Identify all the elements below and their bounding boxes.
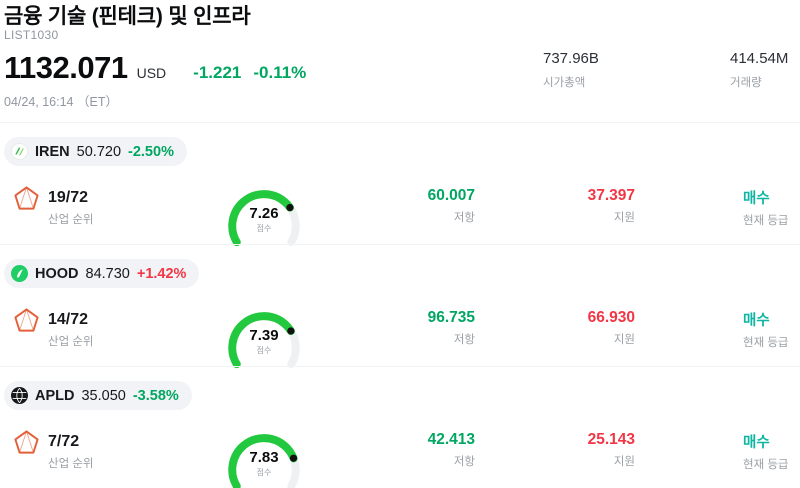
- support-column: 37.397 지원: [500, 187, 635, 225]
- industry-rank: 19/72 산업 순위: [48, 189, 94, 227]
- support-value: 66.930: [587, 309, 635, 326]
- stock-pill-apld[interactable]: APLD 35.050 -3.58%: [4, 381, 192, 410]
- stock-section-apld: APLD 35.050 -3.58% 7/72 산업 순위 7.83 점수: [0, 366, 800, 488]
- stock-row: 7/72 산업 순위 7.83 점수 42.413 저항 25.143: [0, 423, 800, 488]
- industry-rank-icon: [13, 429, 40, 456]
- volume-stat: 414.54M 거래량: [730, 50, 788, 90]
- stock-change: -2.50%: [128, 143, 174, 160]
- support-value: 37.397: [587, 187, 635, 204]
- resistance-label: 저항: [453, 456, 475, 468]
- score-label: 점수: [256, 468, 272, 477]
- score-gauge: 7.39 점수: [223, 303, 305, 371]
- stock-change: +1.42%: [136, 265, 187, 282]
- rank-label: 산업 순위: [48, 214, 94, 226]
- index-change: -1.221 -0.11%: [193, 63, 306, 83]
- rating-value: 매수: [743, 435, 770, 451]
- stock-section-iren: IREN 50.720 -2.50% 19/72 산업 순위 7.26 점수: [0, 122, 800, 247]
- market-cap-label: 시가총액: [543, 77, 586, 89]
- list-id: LIST1030: [4, 28, 59, 42]
- score-label: 점수: [256, 346, 272, 355]
- stock-row: 14/72 산업 순위 7.39 점수 96.735 저항 66.930: [0, 301, 800, 379]
- rating-column: 매수 현재 등급: [743, 187, 789, 228]
- resistance-value: 42.413: [427, 431, 475, 448]
- rating-label: 현재 등급: [743, 215, 789, 227]
- resistance-column: 60.007 저항: [340, 187, 475, 225]
- stock-price: 84.730: [85, 265, 130, 282]
- stock-change: -3.58%: [132, 387, 179, 404]
- support-column: 25.143 지원: [500, 431, 635, 469]
- resistance-label: 저항: [453, 212, 475, 224]
- hood-logo-icon: [11, 265, 28, 282]
- resistance-value: 60.007: [427, 187, 475, 204]
- rank-value: 7/72: [48, 433, 80, 450]
- volume-label: 거래량: [730, 77, 762, 89]
- score-label: 점수: [256, 224, 272, 233]
- stock-row: 19/72 산업 순위 7.26 점수 60.007 저항 37.397: [0, 179, 800, 257]
- index-price: 1132.071: [4, 50, 128, 85]
- support-value: 25.143: [587, 431, 635, 448]
- market-cap-stat: 737.96B 시가총액: [543, 50, 599, 90]
- market-cap-value: 737.96B: [543, 50, 599, 67]
- resistance-value: 96.735: [427, 309, 475, 326]
- rank-label: 산업 순위: [48, 458, 94, 470]
- support-label: 지원: [613, 212, 635, 224]
- resistance-column: 96.735 저항: [340, 309, 475, 347]
- rating-column: 매수 현재 등급: [743, 309, 789, 350]
- stock-pill-iren[interactable]: IREN 50.720 -2.50%: [4, 137, 187, 166]
- support-label: 지원: [613, 456, 635, 468]
- industry-rank-icon: [13, 307, 40, 334]
- ticker: HOOD: [35, 265, 79, 282]
- volume-value: 414.54M: [730, 50, 789, 67]
- rating-column: 매수 현재 등급: [743, 431, 789, 472]
- price-row: 1132.071 USD -1.221 -0.11%: [4, 50, 306, 86]
- industry-rank: 7/72 산업 순위: [48, 433, 94, 471]
- resistance-label: 저항: [453, 334, 475, 346]
- rating-label: 현재 등급: [743, 459, 789, 471]
- change-absolute: -1.221: [193, 63, 242, 82]
- score-gauge: 7.83 점수: [223, 425, 305, 488]
- rating-value: 매수: [743, 313, 770, 329]
- quote-datetime: 04/24, 16:14 （ET）: [4, 95, 118, 109]
- score-value: 7.39: [249, 327, 279, 344]
- rank-value: 19/72: [48, 189, 89, 206]
- rank-label: 산업 순위: [48, 336, 94, 348]
- change-percent: -0.11%: [253, 63, 307, 82]
- resistance-column: 42.413 저항: [340, 431, 475, 469]
- industry-rank: 14/72 산업 순위: [48, 311, 94, 349]
- ticker: APLD: [35, 387, 75, 404]
- rating-label: 현재 등급: [743, 337, 789, 349]
- score-value: 7.83: [249, 449, 279, 466]
- ticker: IREN: [35, 143, 70, 160]
- score-gauge: 7.26 점수: [223, 181, 305, 249]
- currency-label: USD: [136, 65, 167, 81]
- apld-logo-icon: [11, 387, 28, 404]
- score-value: 7.26: [249, 205, 279, 222]
- industry-rank-icon: [13, 185, 40, 212]
- stock-price: 35.050: [81, 387, 126, 404]
- support-column: 66.930 지원: [500, 309, 635, 347]
- stock-section-hood: HOOD 84.730 +1.42% 14/72 산업 순위 7.39 점수: [0, 244, 800, 369]
- page-title: 금융 기술 (핀테크) 및 인프라: [4, 5, 251, 28]
- support-label: 지원: [613, 334, 635, 346]
- rank-value: 14/72: [48, 311, 89, 328]
- stock-pill-hood[interactable]: HOOD 84.730 +1.42%: [4, 259, 200, 288]
- rating-value: 매수: [743, 191, 770, 207]
- iren-logo-icon: [11, 143, 28, 160]
- stock-price: 50.720: [76, 143, 122, 160]
